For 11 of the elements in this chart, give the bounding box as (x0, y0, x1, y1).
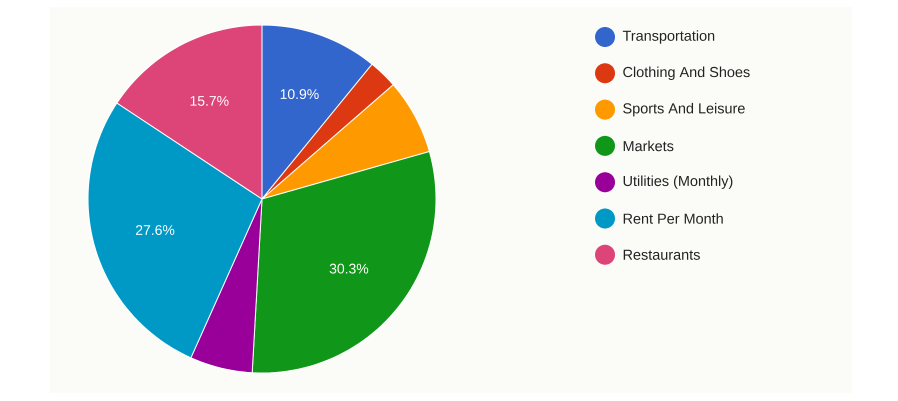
legend-label: Clothing And Shoes (623, 66, 750, 80)
legend-label: Utilities (Monthly) (624, 175, 732, 189)
legend-label: Sports And Leisure (623, 102, 745, 116)
data-label: 30.3% (330, 264, 368, 274)
data-label: 27.6% (136, 225, 174, 236)
legend-label: Rent Per Month (624, 213, 723, 224)
legend-label: Markets (624, 140, 674, 152)
data-label: 10.9% (280, 89, 319, 100)
legend-label: Restaurants (624, 250, 700, 260)
legend-label: Transportation (622, 30, 714, 44)
data-label: 15.7% (190, 96, 229, 106)
